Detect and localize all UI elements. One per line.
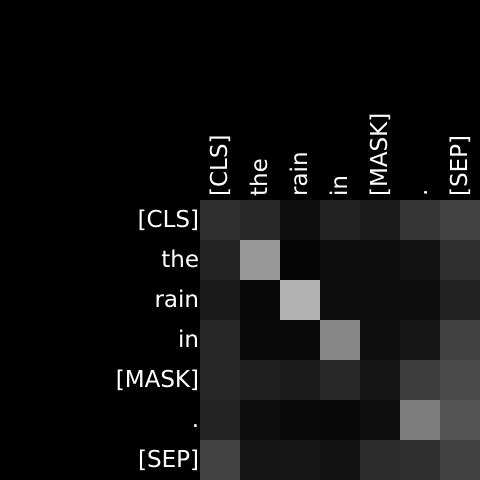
x-tick-label: [CLS] xyxy=(207,135,233,196)
heatmap-cell-r2-c5 xyxy=(400,280,440,320)
heatmap-cell-r1-c3 xyxy=(320,240,360,280)
heatmap-cell-r2-c0 xyxy=(200,280,240,320)
heatmap-cell-r6-c1 xyxy=(240,440,280,480)
x-tick-label: [SEP] xyxy=(447,135,473,196)
heatmap-cell-r3-c3 xyxy=(320,320,360,360)
x-tick-label: rain xyxy=(287,151,313,196)
heatmap-cell-r2-c6 xyxy=(440,280,480,320)
heatmap-cell-r2-c4 xyxy=(360,280,400,320)
heatmap-cell-r5-c3 xyxy=(320,400,360,440)
heatmap-cell-r0-c3 xyxy=(320,200,360,240)
heatmap-cell-r5-c4 xyxy=(360,400,400,440)
heatmap-cell-r4-c6 xyxy=(440,360,480,400)
y-tick-label: rain xyxy=(154,287,199,313)
heatmap-cell-r3-c6 xyxy=(440,320,480,360)
x-tick-labels: [CLS] the rain in [MASK]. [SEP] xyxy=(207,113,473,196)
heatmap-cell-r0-c5 xyxy=(400,200,440,240)
heatmap-cell-r0-c1 xyxy=(240,200,280,240)
heatmap-cell-r3-c2 xyxy=(280,320,320,360)
heatmap-cell-r2-c3 xyxy=(320,280,360,320)
y-tick-label: [SEP] xyxy=(138,447,199,473)
heatmap-cell-r1-c5 xyxy=(400,240,440,280)
heatmap-cell-r1-c4 xyxy=(360,240,400,280)
heatmap-cell-r5-c6 xyxy=(440,400,480,440)
heatmap-cell-r2-c2 xyxy=(280,280,320,320)
heatmap-cell-r3-c4 xyxy=(360,320,400,360)
heatmap-cell-r0-c2 xyxy=(280,200,320,240)
heatmap-cell-r5-c5 xyxy=(400,400,440,440)
heatmap-cell-r4-c2 xyxy=(280,360,320,400)
heatmap-cell-r1-c6 xyxy=(440,240,480,280)
heatmap-cells xyxy=(200,200,480,480)
x-tick-label: in xyxy=(327,175,353,196)
heatmap-cell-r4-c1 xyxy=(240,360,280,400)
x-tick-label: the xyxy=(247,158,273,196)
heatmap-cell-r6-c5 xyxy=(400,440,440,480)
heatmap-cell-r5-c2 xyxy=(280,400,320,440)
heatmap-cell-r4-c5 xyxy=(400,360,440,400)
y-tick-labels: [CLS] the rain in [MASK]. [SEP] xyxy=(116,207,199,473)
heatmap-cell-r6-c2 xyxy=(280,440,320,480)
heatmap-cell-r6-c0 xyxy=(200,440,240,480)
y-tick-label: [CLS] xyxy=(138,207,199,233)
heatmap-cell-r1-c2 xyxy=(280,240,320,280)
heatmap-cell-r3-c1 xyxy=(240,320,280,360)
heatmap-cell-r1-c0 xyxy=(200,240,240,280)
y-tick-label: [MASK] xyxy=(116,367,199,393)
heatmap-cell-r0-c4 xyxy=(360,200,400,240)
heatmap-cell-r3-c0 xyxy=(200,320,240,360)
heatmap-cell-r5-c1 xyxy=(240,400,280,440)
y-tick-label: the xyxy=(161,247,199,273)
heatmap-cell-r5-c0 xyxy=(200,400,240,440)
heatmap-cell-r6-c6 xyxy=(440,440,480,480)
x-tick-label: [MASK] xyxy=(367,113,393,196)
heatmap-cell-r4-c0 xyxy=(200,360,240,400)
y-tick-label: . xyxy=(192,407,199,433)
heatmap-cell-r6-c3 xyxy=(320,440,360,480)
heatmap-cell-r3-c5 xyxy=(400,320,440,360)
y-tick-label: in xyxy=(178,327,199,353)
heatmap-cell-r1-c1 xyxy=(240,240,280,280)
x-tick-label: . xyxy=(407,189,433,196)
heatmap-cell-r6-c4 xyxy=(360,440,400,480)
heatmap-cell-r0-c6 xyxy=(440,200,480,240)
heatmap-cell-r4-c3 xyxy=(320,360,360,400)
heatmap-cell-r0-c0 xyxy=(200,200,240,240)
heatmap-cell-r2-c1 xyxy=(240,280,280,320)
heatmap-cell-r4-c4 xyxy=(360,360,400,400)
